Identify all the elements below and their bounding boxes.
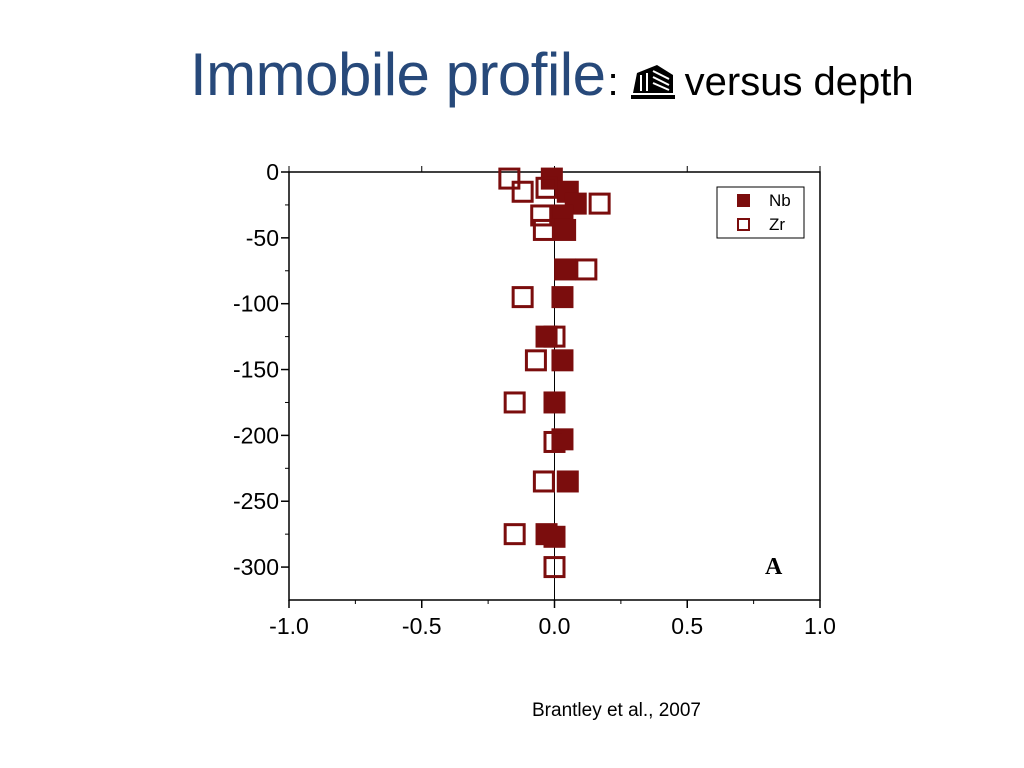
zr-point [524, 349, 547, 372]
tau-symbol-icon [629, 61, 677, 101]
zr-point [543, 325, 566, 348]
nb-point [551, 349, 574, 372]
zr-point [532, 470, 555, 493]
nb-point [551, 286, 574, 309]
y-tick-label: -250 [233, 488, 279, 514]
legend-marker-nb [737, 194, 750, 207]
y-tick-label: -150 [233, 357, 279, 383]
series-nb [535, 167, 587, 548]
zr-point [511, 286, 534, 309]
title-main-text: Immobile profile [190, 41, 606, 108]
zr-point [543, 430, 566, 453]
x-tick-label: 1.0 [804, 613, 836, 639]
x-axis: -1.0 -0.5 0.0 0.5 1.0 [269, 166, 836, 639]
series-zr [498, 167, 611, 579]
nb-point [554, 258, 577, 281]
zr-point [543, 556, 566, 579]
zr-point [532, 218, 555, 241]
title-colon: : [607, 60, 619, 104]
zr-point [535, 176, 558, 199]
panel-label: A [765, 554, 783, 580]
y-tick-label: -100 [233, 291, 279, 317]
y-axis: 0 -50 -100 -150 -200 -250 -300 [233, 159, 289, 580]
zr-point [511, 180, 534, 203]
zr-point [503, 523, 526, 546]
legend-label-zr: Zr [769, 215, 785, 234]
nb-point [543, 525, 566, 548]
y-tick-label: 0 [266, 159, 279, 185]
y-tick-label: -200 [233, 422, 279, 448]
x-tick-label: -0.5 [402, 613, 442, 639]
zr-point [530, 204, 553, 227]
nb-point [543, 391, 566, 414]
x-tick-label: -1.0 [269, 613, 309, 639]
legend-box [716, 186, 805, 239]
slide-title: Immobile profile : versus depth [190, 40, 914, 109]
nb-point [535, 325, 558, 348]
zr-point [498, 167, 521, 190]
y-tick-label: -300 [233, 554, 279, 580]
title-suffix: versus depth [684, 60, 914, 104]
x-tick-label: 0.5 [671, 613, 703, 639]
zr-point [575, 258, 598, 281]
zr-point [503, 391, 526, 414]
legend-marker-zr [737, 218, 750, 231]
zr-point [588, 192, 611, 215]
data-series [498, 167, 611, 579]
legend: Nb Zr [716, 186, 805, 239]
citation: Brantley et al., 2007 [532, 700, 701, 721]
x-tick-label: 0.0 [539, 613, 571, 639]
nb-point [554, 218, 577, 241]
legend-label-nb: Nb [769, 191, 791, 210]
nb-point [556, 470, 579, 493]
y-tick-label: -50 [246, 225, 279, 251]
